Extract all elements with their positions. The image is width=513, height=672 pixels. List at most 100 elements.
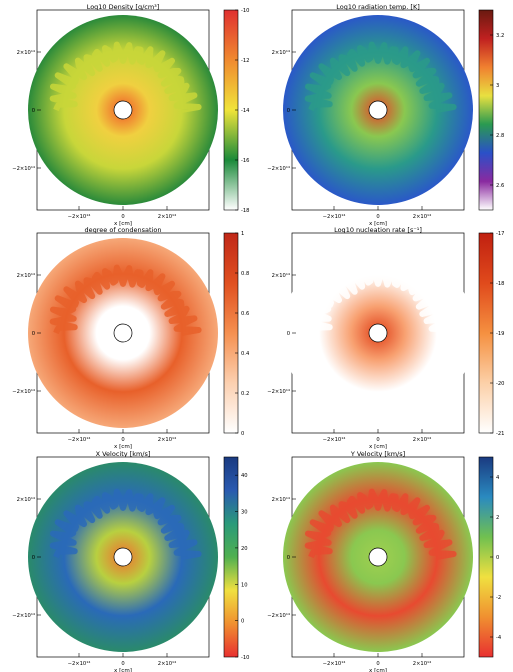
inner-boundary (113, 323, 133, 343)
shell-front (304, 41, 457, 113)
colorbar-tick-label: 2 (496, 515, 499, 521)
colorbar-tick-label: -20 (496, 381, 504, 387)
x-axis-label: x [cm] (114, 444, 132, 450)
y-tick-label: −2×10¹⁴ (12, 166, 35, 172)
x-tick-label: 2×10¹⁴ (413, 214, 431, 220)
shell-front (304, 488, 457, 560)
y-tick-label: 2×10¹⁴ (272, 50, 290, 56)
x-tick-label: 2×10¹⁴ (158, 214, 176, 220)
colorbar-tick-label: 2.6 (496, 183, 504, 189)
x-tick-label: −2×10¹⁴ (323, 661, 346, 667)
x-tick-label: −2×10¹⁴ (68, 214, 91, 220)
inner-boundary (368, 323, 388, 343)
y-tick-label: 0 (287, 331, 290, 337)
colorbar (478, 9, 494, 211)
x-tick-label: −2×10¹⁴ (68, 437, 91, 443)
shell-front (304, 264, 457, 336)
x-axis-label: x [cm] (114, 221, 132, 227)
y-tick-label: 2×10¹⁴ (272, 497, 290, 503)
x-tick-label: 2×10¹⁴ (158, 437, 176, 443)
colorbar-tick-label: -18 (496, 281, 504, 287)
colorbar-tick-label: 3.2 (496, 33, 504, 39)
colorbar-tick-label: 30 (241, 510, 248, 516)
y-tick-label: 2×10¹⁴ (17, 50, 35, 56)
y-tick-label: 2×10¹⁴ (17, 273, 35, 279)
y-tick-label: 0 (287, 555, 290, 561)
colorbar-tick-label: 40 (241, 473, 248, 479)
colorbar-tick-label: 0.4 (241, 351, 250, 357)
colorbar-tick-label: 0.8 (241, 271, 249, 277)
x-tick-label: 2×10¹⁴ (413, 661, 431, 667)
y-tick-label: 0 (287, 108, 290, 114)
colorbar-tick-label: -10 (241, 655, 249, 661)
colorbar-tick-label: -14 (241, 108, 250, 114)
inner-boundary (113, 547, 133, 567)
colorbar-tick-label: -19 (496, 331, 504, 337)
colorbar-tick-label: 0.6 (241, 311, 249, 317)
colorbar-tick-label: 10 (241, 582, 248, 588)
x-tick-label: 0 (376, 437, 379, 443)
x-tick-label: −2×10¹⁴ (68, 661, 91, 667)
panel-2: Log10 radiation temp. [K] 2×10¹⁴ 0 −2×10¹⁴ −… (267, 3, 504, 227)
colorbar-tick-label: 20 (241, 546, 248, 552)
x-tick-label: 2×10¹⁴ (413, 437, 431, 443)
panel-4: Log10 nucleation rate [s⁻¹] 2×10¹⁴ 0 −2×10¹… (267, 226, 504, 450)
colorbar-tick-label: 3 (496, 83, 499, 89)
x-tick-label: 0 (121, 437, 124, 443)
y-tick-label: 2×10¹⁴ (17, 497, 35, 503)
x-tick-label: −2×10¹⁴ (323, 214, 346, 220)
shell-front (49, 264, 202, 336)
panel-3: degree of condensation 2×10¹⁴ 0 −2×10¹⁴ −2×1… (12, 226, 250, 450)
shell-front (49, 488, 202, 560)
colorbar (223, 232, 239, 434)
y-tick-label: 0 (32, 331, 35, 337)
y-tick-label: −2×10¹⁴ (12, 613, 35, 619)
colorbar-tick-label: -21 (496, 431, 504, 437)
panel-1: Log10 Density [g/cm³] 2×10¹⁴ 0 −2×10¹⁴ −2×10… (12, 3, 250, 227)
colorbar-tick-label: 2.8 (496, 133, 504, 139)
colorbar (223, 456, 239, 658)
colorbar-tick-label: -16 (241, 158, 249, 164)
colorbar-tick-label: 1 (241, 231, 244, 237)
x-tick-label: 0 (376, 214, 379, 220)
shell-front (49, 41, 202, 113)
x-tick-label: 0 (121, 661, 124, 667)
x-axis-label: x [cm] (369, 444, 387, 450)
colorbar-tick-label: -12 (241, 58, 249, 64)
panel-6: Y Velocity [km/s] 2×10¹⁴ 0 −2×10¹⁴ −2×10¹⁴ 0 2… (267, 450, 502, 672)
colorbar-tick-label: 4 (496, 475, 500, 481)
panel-title: degree of condensation (85, 226, 162, 234)
colorbar-tick-label: -18 (241, 208, 249, 214)
y-tick-label: −2×10¹⁴ (267, 613, 290, 619)
y-tick-label: −2×10¹⁴ (267, 166, 290, 172)
colorbar-tick-label: -17 (496, 231, 504, 237)
y-tick-label: 2×10¹⁴ (272, 273, 290, 279)
colorbar-tick-label: 0.2 (241, 391, 249, 397)
y-tick-label: 0 (32, 108, 35, 114)
x-axis-label: x [cm] (114, 668, 132, 672)
x-tick-label: −2×10¹⁴ (323, 437, 346, 443)
colorbar-tick-label: 0 (496, 555, 499, 561)
y-tick-label: 0 (32, 555, 35, 561)
panel-title: Y Velocity [km/s] (350, 450, 405, 458)
colorbar-tick-label: 0 (241, 431, 244, 437)
x-tick-label: 0 (376, 661, 379, 667)
panel-title: Log10 radiation temp. [K] (336, 3, 420, 11)
panel-title: X Velocity [km/s] (96, 450, 151, 458)
colorbar-tick-label: -10 (241, 8, 249, 14)
inner-boundary (368, 100, 388, 120)
y-tick-label: −2×10¹⁴ (12, 389, 35, 395)
colorbar-tick-label: -2 (496, 595, 501, 601)
panel-5: X Velocity [km/s] 2×10¹⁴ 0 −2×10¹⁴ −2×10¹⁴ 0 2… (12, 450, 249, 672)
panel-title: Log10 nucleation rate [s⁻¹] (334, 226, 422, 234)
x-axis-label: x [cm] (369, 221, 387, 227)
colorbar-tick-label: -4 (496, 635, 502, 641)
x-tick-label: 0 (121, 214, 124, 220)
inner-boundary (113, 100, 133, 120)
colorbar-tick-label: 0 (241, 619, 244, 625)
y-tick-label: −2×10¹⁴ (267, 389, 290, 395)
inner-boundary (368, 547, 388, 567)
x-axis-label: x [cm] (369, 668, 387, 672)
panel-title: Log10 Density [g/cm³] (87, 3, 160, 11)
